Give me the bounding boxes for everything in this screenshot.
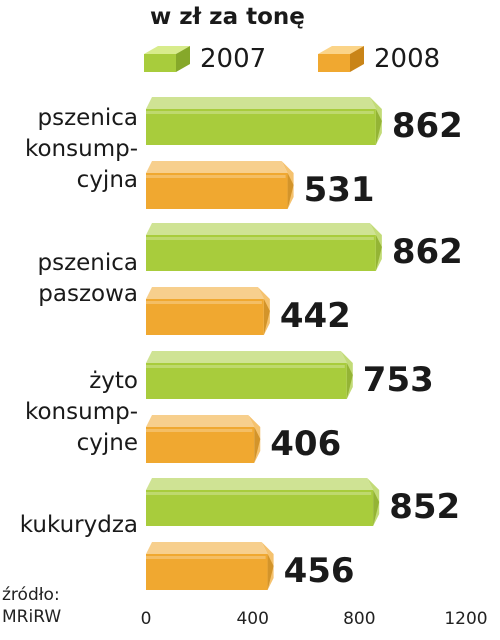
bar-face — [146, 109, 376, 145]
category-label-line: konsump- — [24, 399, 138, 425]
category-label-0: pszenica konsump- cyjna — [0, 103, 138, 196]
data-label: 862 — [392, 232, 463, 272]
unit-label: w zł za tonę — [150, 4, 305, 30]
bar-face — [146, 490, 374, 526]
bar-end-shadow — [373, 490, 380, 526]
bar-2007-1 — [146, 223, 382, 271]
bar-2008-0 — [146, 161, 294, 209]
bar-end-shadow — [267, 554, 274, 590]
category-label-line: cyjne — [76, 430, 138, 456]
bar-stripe — [146, 492, 372, 495]
bar-end-shadow — [263, 299, 270, 335]
data-label: 531 — [304, 170, 375, 210]
bar-stripe — [146, 111, 374, 114]
bar-top — [146, 351, 347, 363]
bar-stripe — [146, 301, 262, 304]
bar-stripe — [146, 429, 253, 432]
bar-top — [146, 161, 288, 173]
x-tick-label: 800 — [343, 609, 375, 629]
bar-end-shadow — [375, 109, 382, 145]
bar-face — [146, 173, 288, 209]
bar-top — [146, 478, 374, 490]
bar-face — [146, 363, 347, 399]
category-label-line: żyto — [89, 368, 138, 394]
source-note: źródło: MRiRW — [2, 584, 61, 628]
data-label: 862 — [392, 106, 463, 146]
category-label-2: żyto konsump- cyjne — [0, 366, 138, 459]
bar-end-shadow — [375, 235, 382, 271]
bar-stripe — [146, 365, 345, 368]
category-label-line: konsump- — [24, 136, 138, 162]
bar-stripe — [146, 175, 286, 178]
bar-2008-3 — [146, 542, 274, 590]
bar-stripe — [146, 556, 266, 559]
data-label: 456 — [284, 551, 355, 591]
data-label: 753 — [363, 360, 434, 400]
category-label-1: pszenica paszowa — [0, 248, 138, 310]
data-label: 852 — [389, 487, 460, 527]
legend-swatch-2007 — [144, 46, 190, 72]
source-line: źródło: — [2, 585, 60, 605]
legend-swatch-2008 — [318, 46, 364, 72]
bar-top — [146, 287, 264, 299]
bar-top — [146, 223, 376, 235]
bar-face — [146, 235, 376, 271]
bar-end-shadow — [346, 363, 353, 399]
data-label: 406 — [270, 424, 341, 464]
legend-label-2008: 2008 — [374, 44, 441, 74]
category-label-line: pszenica — [37, 250, 138, 276]
bar-top — [146, 542, 268, 554]
bar-top — [146, 415, 255, 427]
bar-end-shadow — [254, 427, 261, 463]
bar-end-shadow — [287, 173, 294, 209]
source-line: MRiRW — [2, 607, 62, 627]
category-label-line: cyjna — [76, 167, 138, 193]
bar-top — [146, 97, 376, 109]
legend-label-2007: 2007 — [200, 44, 267, 74]
legend-item-2007: 2007 — [138, 44, 298, 74]
category-label-line: kukurydza — [19, 512, 138, 538]
bar-face — [146, 299, 264, 335]
bar-face — [146, 427, 255, 463]
bar-2008-2 — [146, 415, 261, 463]
bar-2007-0 — [146, 97, 382, 145]
x-tick-label: 0 — [141, 609, 152, 629]
category-label-line: paszowa — [38, 281, 138, 307]
x-tick-label: 1200 — [444, 609, 487, 629]
category-label-line: pszenica — [37, 105, 138, 131]
bar-face — [146, 554, 268, 590]
x-tick-label: 400 — [236, 609, 268, 629]
bar-2007-3 — [146, 478, 380, 526]
category-label-3: kukurydza — [0, 510, 138, 541]
legend-item-2008: 2008 — [312, 44, 472, 74]
bar-2008-1 — [146, 287, 270, 335]
bar-2007-2 — [146, 351, 353, 399]
data-label: 442 — [280, 296, 351, 336]
bar-stripe — [146, 237, 374, 240]
